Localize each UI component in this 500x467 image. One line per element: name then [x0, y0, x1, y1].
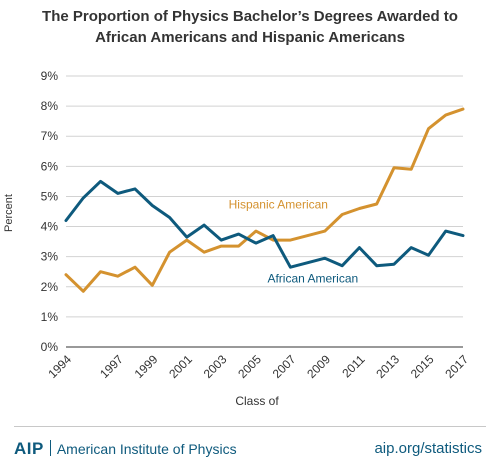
statistics-link[interactable]: aip.org/statistics	[374, 440, 482, 457]
x-tick-label: 1994	[45, 352, 74, 381]
chart-title: The Proportion of Physics Bachelor’s Deg…	[0, 6, 500, 48]
x-tick-label: 2015	[408, 352, 437, 381]
series-line-hispanic-american	[64, 107, 465, 293]
chart-title-line-1: The Proportion of Physics Bachelor’s Deg…	[42, 8, 458, 25]
y-tick-label: 9%	[41, 69, 59, 83]
series-label-hispanic-american: Hispanic American	[229, 197, 328, 211]
x-axis-label: Class of	[235, 394, 279, 408]
series-line-african-american	[64, 179, 465, 269]
y-tick-label: 1%	[41, 310, 59, 324]
y-axis-label: Percent	[3, 194, 15, 232]
x-tick-label: 1997	[97, 352, 126, 381]
x-tick-label: 2009	[304, 352, 333, 381]
chart-title-line-2: African Americans and Hispanic Americans	[95, 29, 405, 46]
grid-lines	[66, 75, 463, 318]
y-tick-label: 2%	[41, 280, 59, 294]
y-tick-label: 8%	[41, 99, 59, 113]
y-tick-label: 3%	[41, 250, 59, 264]
x-tick-label: 2003	[201, 352, 230, 381]
x-tick-label: 1999	[132, 352, 161, 381]
x-tick-label: 2013	[373, 352, 402, 381]
y-tick-label: 0%	[41, 340, 59, 354]
organization-name: American Institute of Physics	[56, 441, 237, 457]
x-tick-label: 2011	[339, 352, 367, 380]
y-tick-label: 6%	[41, 159, 59, 173]
axes: 0% 1% 2% 3% 4% 5% 6% 7% 8% 9% 1994 1997 1999 2001 2003…	[41, 69, 472, 381]
line-chart: 0% 1% 2% 3% 4% 5% 6% 7% 8% 9% 1994 1997 1999 2001 2003…	[3, 69, 472, 408]
series-labels: Hispanic American African American	[229, 197, 359, 285]
aip-logo: AIP	[14, 439, 44, 458]
y-tick-label: 4%	[41, 220, 59, 234]
footer-divider	[14, 426, 486, 427]
x-tick-label: 2005	[235, 352, 264, 381]
series-lines	[64, 107, 465, 293]
aip-brand[interactable]: AIP American Institute of Physics	[14, 439, 237, 459]
x-tick-label: 2001	[166, 352, 195, 381]
x-tick-label: 2007	[270, 352, 299, 381]
footer: AIP American Institute of Physics aip.org…	[0, 426, 500, 467]
brand-separator	[49, 440, 51, 456]
x-tick-label: 2017	[442, 352, 471, 381]
series-label-african-american: African American	[267, 271, 358, 285]
y-tick-label: 5%	[41, 189, 59, 203]
y-tick-label: 7%	[41, 129, 59, 143]
